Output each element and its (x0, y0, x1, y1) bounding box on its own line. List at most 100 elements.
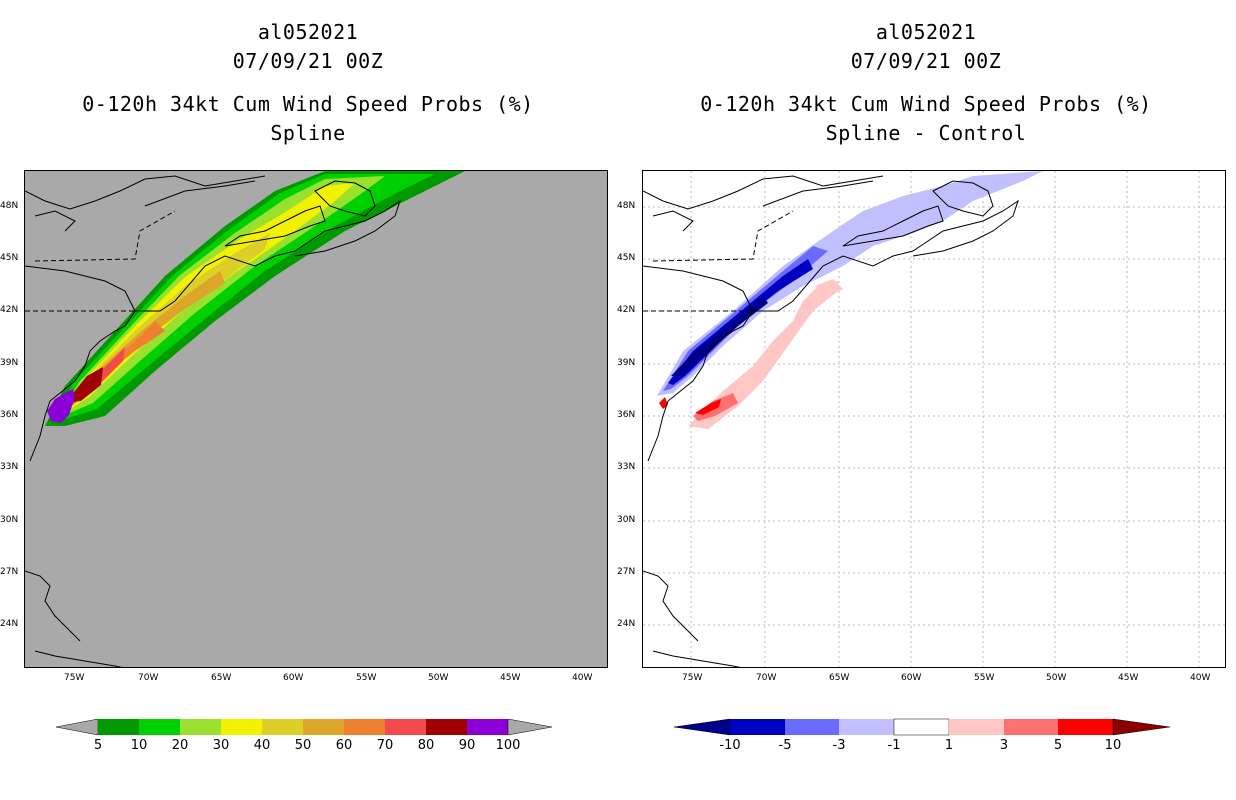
prob-band-10 (53, 174, 435, 421)
left-cb-label-5: 5 (93, 738, 103, 753)
left-cb-seg-5 (303, 719, 344, 735)
left-lat-24n: 24N (0, 619, 19, 629)
right-lat-30n: 30N (617, 515, 636, 525)
left-cb-label-10: 10 (130, 738, 148, 753)
left-cb-label-80: 80 (417, 738, 435, 753)
right-cb-seg-2 (839, 719, 894, 735)
right-lon-40w: 40W (1190, 673, 1211, 683)
diff-pos-light-2 (815, 279, 843, 295)
right-lat-42n: 42N (617, 305, 636, 315)
prob-band-50 (65, 271, 225, 409)
left-lat-39n: 39N (0, 358, 19, 368)
left-borders (25, 210, 176, 312)
right-borders (643, 210, 794, 312)
right-cb-label-neg5: -5 (778, 738, 792, 753)
left-map-svg (25, 171, 465, 667)
left-cb-seg-7 (385, 719, 426, 735)
left-cb-label-50: 50 (294, 738, 312, 753)
right-datetime: 07/09/21 00Z (850, 49, 1002, 73)
left-cb-seg-8 (426, 719, 467, 735)
right-lat-36n: 36N (617, 410, 636, 420)
right-cb-seg-3 (893, 718, 950, 736)
right-lon-75w: 75W (682, 673, 703, 683)
left-lon-40w: 40W (572, 673, 593, 683)
right-lon-60w: 60W (901, 673, 922, 683)
left-storm-id: al052021 (257, 20, 359, 44)
left-colorbar-low-end (56, 718, 99, 736)
right-subtitle: Spline - Control (825, 121, 1027, 145)
left-cb-seg-9 (467, 719, 508, 735)
right-cb-label-neg1: -1 (887, 738, 901, 753)
left-datetime: 07/09/21 00Z (232, 49, 384, 73)
left-lat-30n: 30N (0, 515, 19, 525)
left-cb-label-100: 100 (495, 738, 521, 753)
left-lon-45w: 45W (500, 673, 521, 683)
left-lat-48n: 48N (0, 201, 19, 211)
prob-band-80 (65, 367, 103, 403)
right-colorbar (674, 718, 1171, 736)
prob-band-20 (57, 176, 385, 417)
right-lon-55w: 55W (974, 673, 995, 683)
left-map (24, 170, 608, 668)
diff-neg-max (671, 296, 768, 376)
left-cb-seg-4 (262, 719, 303, 735)
right-cb-label-10: 10 (1104, 738, 1122, 753)
right-storm-id: al052021 (875, 20, 977, 44)
left-lat-36n: 36N (0, 410, 19, 420)
right-colorbar-high-end (1112, 718, 1171, 736)
prob-band-90 (47, 389, 75, 423)
left-lat-42n: 42N (0, 305, 19, 315)
right-lat-24n: 24N (617, 619, 636, 629)
right-lon-50w: 50W (1046, 673, 1067, 683)
left-lon-55w: 55W (356, 673, 377, 683)
right-title-block: al052021 07/09/21 00Z 0-120h 34kt Cum Wi… (646, 18, 1206, 148)
left-colorbar (56, 718, 553, 736)
right-coastline (643, 175, 1019, 667)
left-lon-60w: 60W (283, 673, 304, 683)
left-cb-label-20: 20 (171, 738, 189, 753)
right-cb-label-neg10: -10 (719, 738, 741, 753)
left-cb-label-40: 40 (253, 738, 271, 753)
left-lat-33n: 33N (0, 462, 19, 472)
right-lat-33n: 33N (617, 462, 636, 472)
left-title-block: al052021 07/09/21 00Z 0-120h 34kt Cum Wi… (28, 18, 588, 148)
left-subtitle: Spline (270, 121, 346, 145)
left-lat-45n: 45N (0, 253, 19, 263)
right-lon-70w: 70W (756, 673, 777, 683)
right-cb-seg-6 (1058, 719, 1113, 735)
left-cb-label-90: 90 (458, 738, 476, 753)
right-map-svg (643, 171, 1225, 667)
diff-pos-light (688, 281, 838, 429)
left-lon-50w: 50W (428, 673, 449, 683)
right-cb-seg-5 (1004, 719, 1058, 735)
left-cb-seg-2 (180, 719, 221, 735)
right-cb-seg-4 (949, 719, 1004, 735)
diff-pos-strong (695, 399, 721, 415)
left-cb-label-30: 30 (212, 738, 230, 753)
right-map (642, 170, 1226, 668)
diff-neg-light (657, 171, 1043, 396)
left-coastline (25, 175, 401, 667)
diff-pos-coast (659, 397, 668, 409)
left-lon-65w: 65W (211, 673, 232, 683)
left-cb-seg-3 (221, 719, 262, 735)
right-colorbar-low-end (674, 718, 731, 736)
left-cb-seg-1 (139, 719, 180, 735)
left-product-title: 0-120h 34kt Cum Wind Speed Probs (%) (82, 92, 534, 116)
left-lon-75w: 75W (64, 673, 85, 683)
right-cb-label-5: 5 (1053, 738, 1063, 753)
right-cb-seg-1 (785, 719, 839, 735)
right-cb-seg-0 (730, 719, 785, 735)
right-lat-48n: 48N (617, 201, 636, 211)
left-lon-70w: 70W (138, 673, 159, 683)
right-lat-45n: 45N (617, 253, 636, 263)
right-cb-label-1: 1 (944, 738, 954, 753)
left-cb-label-70: 70 (376, 738, 394, 753)
right-cb-label-neg3: -3 (832, 738, 846, 753)
right-lon-45w: 45W (1118, 673, 1139, 683)
left-lat-27n: 27N (0, 567, 19, 577)
left-cb-seg-6 (344, 719, 385, 735)
left-cb-seg-0 (98, 719, 139, 735)
left-colorbar-high-end (507, 718, 553, 736)
right-grid (643, 171, 1225, 667)
